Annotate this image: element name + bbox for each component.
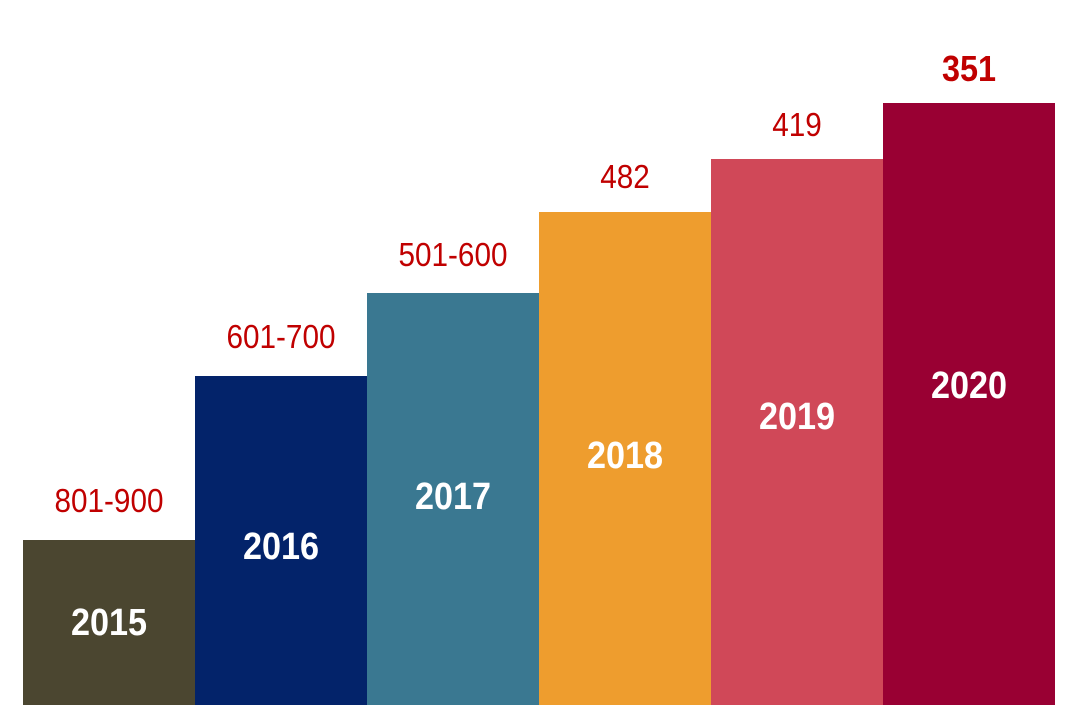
bar-2020: 2020	[883, 103, 1055, 705]
year-label-2016: 2016	[242, 526, 320, 568]
rank-label-2020: 351	[941, 48, 997, 89]
bar-2015: 2015	[23, 540, 195, 705]
year-label-2019: 2019	[758, 396, 836, 438]
year-label-2017: 2017	[414, 476, 492, 518]
bar-2019: 2019	[711, 159, 883, 705]
year-label-2018: 2018	[586, 435, 664, 477]
bar-2017: 2017	[367, 293, 539, 705]
rank-label-2015: 801-900	[54, 482, 164, 519]
rank-label-2019: 419	[772, 106, 822, 143]
rank-label-2016: 601-700	[226, 318, 336, 355]
year-label-2015: 2015	[70, 602, 148, 644]
bar-2016: 2016	[195, 376, 367, 705]
bar-2018: 2018	[539, 212, 711, 705]
rank-label-2018: 482	[600, 158, 650, 195]
rank-label-2017: 501-600	[398, 236, 508, 273]
year-label-2020: 2020	[930, 365, 1008, 407]
